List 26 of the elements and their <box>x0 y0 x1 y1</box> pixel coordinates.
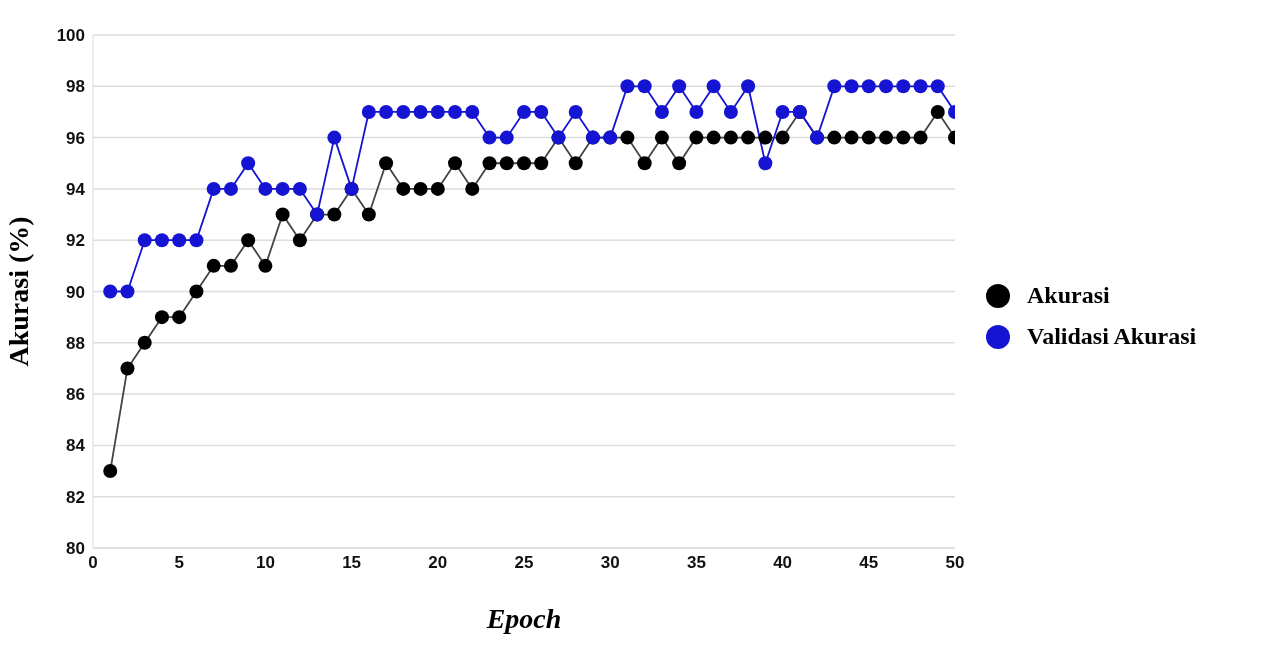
y-tick-label: 84 <box>66 436 86 456</box>
y-tick-label: 90 <box>66 282 85 302</box>
x-tick-label: 40 <box>773 553 793 573</box>
x-tick-label: 5 <box>174 553 184 573</box>
y-tick-label: 100 <box>56 26 85 46</box>
x-tick-label: 25 <box>514 553 534 573</box>
x-axis-title: Epoch <box>485 603 562 634</box>
x-tick-label: 15 <box>342 553 362 573</box>
y-tick-label: 96 <box>66 128 85 148</box>
x-tick-label: 10 <box>255 553 275 573</box>
x-tick-label: 50 <box>945 553 965 573</box>
x-tick-label: 45 <box>859 553 879 573</box>
y-tick-label: 98 <box>66 77 85 97</box>
x-tick-label: 35 <box>686 553 706 573</box>
y-tick-label: 82 <box>66 487 85 507</box>
legend-label: Validasi Akurasi <box>1027 323 1197 350</box>
legend-label: Akurasi <box>1027 282 1110 309</box>
x-tick-label: 30 <box>600 553 620 573</box>
y-tick-label: 92 <box>66 231 85 251</box>
y-tick-label: 94 <box>66 179 86 199</box>
y-tick-label: 88 <box>66 333 85 353</box>
y-axis-title: Akurasi (%) <box>2 216 34 367</box>
y-tick-label: 80 <box>66 539 85 559</box>
x-tick-label: 0 <box>88 553 98 573</box>
x-tick-label: 20 <box>428 553 448 573</box>
y-tick-label: 86 <box>66 385 85 405</box>
